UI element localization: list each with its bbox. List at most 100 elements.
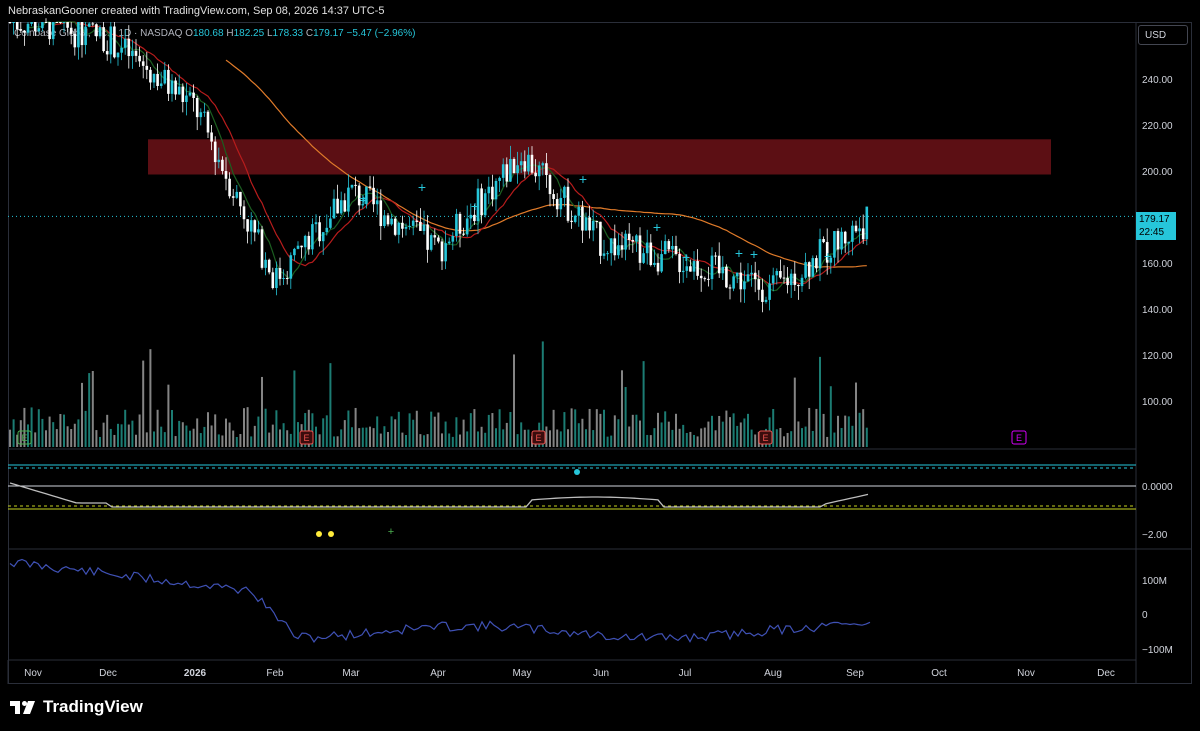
time-tick: Jul: [679, 668, 692, 679]
volume-bar: [815, 408, 818, 447]
volume-bar: [660, 422, 663, 447]
volume-bar: [297, 422, 299, 447]
volume-bar: [239, 434, 242, 447]
volume-bar: [790, 431, 793, 447]
candle: [188, 86, 192, 97]
volume-bar: [696, 436, 699, 447]
price-tag-value: 179.17: [1139, 214, 1170, 225]
candle: [717, 242, 721, 278]
volume-bar: [358, 428, 361, 447]
candle: [393, 216, 397, 237]
volume-bar: [91, 370, 94, 447]
candle: [609, 238, 613, 266]
volume-bar: [315, 426, 317, 447]
candle: [224, 157, 228, 191]
candle: [577, 201, 581, 227]
candle: [678, 248, 681, 284]
candle: [12, 22, 15, 35]
earnings-marker-may[interactable]: E: [531, 430, 546, 445]
volume-bar: [833, 432, 836, 447]
earnings-marker-feb[interactable]: E: [299, 430, 314, 445]
time-tick: Feb: [266, 668, 284, 679]
candle: [195, 95, 199, 131]
price-tick: 100.00: [1142, 397, 1173, 408]
tradingview-logo[interactable]: TradingView: [8, 697, 143, 717]
volume-bar: [545, 426, 548, 447]
candle: [372, 176, 375, 213]
candle: [768, 274, 771, 311]
volume-bar: [804, 426, 807, 447]
candle: [422, 210, 426, 235]
volume-bar: [135, 434, 137, 447]
candle: [534, 159, 537, 183]
candle: [455, 208, 458, 242]
candlesticks: [8, 18, 869, 313]
candle: [87, 22, 91, 28]
volume-bar: [509, 412, 512, 447]
volume-bar: [613, 415, 616, 447]
legend-change: −5.47 (−2.96%): [346, 28, 416, 39]
volume-bar: [286, 430, 289, 447]
candle: [494, 178, 498, 212]
candle: [631, 236, 635, 253]
candle: [311, 218, 314, 255]
earnings-marker-future[interactable]: E: [1011, 430, 1027, 445]
volume-bar: [754, 434, 757, 447]
legend-low: 178.33: [272, 28, 304, 39]
candle: [757, 270, 761, 301]
volume-bar: [171, 409, 173, 447]
candle: [861, 214, 865, 244]
moving-average-long: [225, 59, 867, 268]
signal-dot-cyan: [574, 469, 580, 475]
volume-bar: [657, 412, 659, 447]
legend-symbol[interactable]: Coinbase Global, Inc. · 1D · NASDAQ: [14, 28, 183, 39]
earnings-marker-corner[interactable]: E: [17, 430, 32, 445]
volume-bar: [617, 419, 620, 447]
volume-bar: [322, 418, 325, 447]
ma-long-path: [225, 59, 867, 268]
volume-bar: [711, 415, 713, 447]
volume-bar: [210, 425, 213, 447]
candle: [825, 228, 829, 275]
volume-bar: [847, 416, 850, 447]
candle: [8, 22, 12, 24]
volume-bar: [397, 411, 400, 447]
volume-bar: [444, 421, 447, 447]
currency-button[interactable]: USD: [1138, 25, 1188, 45]
oscillator-line: [9, 482, 869, 508]
candle: [800, 274, 804, 292]
volume-bar: [693, 434, 695, 447]
volume-bar: [585, 429, 587, 447]
volume-bar: [138, 414, 141, 447]
candle: [509, 145, 512, 183]
candle: [296, 241, 300, 250]
candle: [807, 261, 811, 290]
candle: [620, 231, 624, 258]
candle: [563, 185, 566, 207]
volume-bar: [383, 426, 386, 447]
candle: [26, 22, 30, 36]
earnings-marker-aug[interactable]: E: [758, 430, 773, 445]
candle: [653, 249, 656, 268]
resistance-zone[interactable]: [148, 139, 1051, 175]
price-tick: 220.00: [1142, 121, 1173, 132]
volume-bar: [192, 428, 195, 447]
candle: [833, 231, 836, 266]
candle: [739, 262, 743, 303]
candle: [491, 174, 494, 207]
candle: [840, 227, 843, 255]
volume-bar: [318, 434, 321, 447]
volume-bar: [394, 419, 397, 447]
flow-line: [9, 558, 871, 643]
volume-bar: [235, 436, 238, 447]
candle: [606, 250, 609, 261]
candle: [681, 257, 685, 283]
candle: [48, 22, 51, 45]
volume-bar: [225, 418, 227, 447]
candle: [789, 269, 793, 298]
candle: [350, 184, 354, 190]
candle: [498, 176, 501, 192]
volume-bar: [279, 429, 281, 447]
candle: [746, 263, 750, 282]
